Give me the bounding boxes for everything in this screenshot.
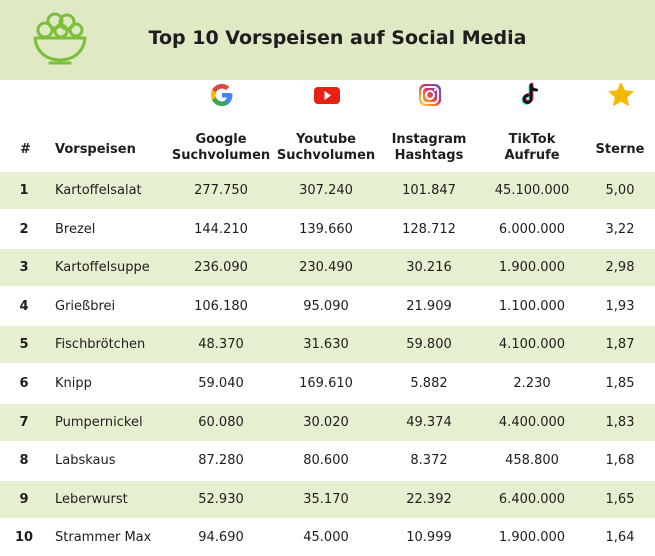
- cell-instagram: 22.392: [406, 491, 452, 507]
- page-title: Top 10 Vorspeisen auf Social Media: [148, 27, 527, 49]
- cell-name: Pumpernickel: [55, 414, 143, 430]
- cell-stars: 1,83: [605, 414, 635, 430]
- column-header-name: Vorspeisen: [55, 142, 136, 157]
- cell-instagram: 128.712: [402, 221, 456, 237]
- cell-tiktok: 4.100.000: [498, 337, 566, 353]
- cell-rank: 3: [19, 260, 29, 276]
- cell-stars: 2,98: [605, 260, 635, 276]
- cell-youtube: 169.610: [299, 376, 353, 391]
- cell-name: Kartoffelsuppe: [55, 260, 150, 276]
- cell-name: Grießbrei: [55, 298, 116, 314]
- cell-tiktok: 1.900.000: [498, 530, 566, 546]
- cell-youtube: 230.490: [299, 260, 353, 276]
- instagram-icon: [419, 84, 441, 106]
- cell-stars: 5,00: [605, 183, 635, 198]
- cell-stars: 1,68: [605, 453, 635, 469]
- cell-tiktok: 4.400.000: [498, 414, 566, 430]
- column-header-rank: #: [20, 142, 31, 157]
- cell-name: Knipp: [55, 376, 92, 391]
- title-banner: Top 10 Vorspeisen auf Social Media: [0, 0, 655, 80]
- table-row: 9 Leberwurst 52.930 35.170 22.392 6.400.000 1,…: [0, 480, 655, 518]
- cell-youtube: 95.090: [303, 298, 349, 314]
- column-header-tiktok: TikTok Aufrufe: [504, 132, 560, 163]
- tiktok-icon: [521, 82, 538, 105]
- table-row: 2 Brezel 144.210 139.660 128.712 6.000.000 3,2…: [0, 211, 655, 248]
- cell-rank: 7: [19, 414, 29, 430]
- cell-instagram: 30.216: [406, 260, 452, 276]
- cell-rank: 5: [19, 337, 29, 353]
- cell-tiktok: 458.800: [505, 453, 559, 469]
- cell-google: 87.280: [198, 453, 244, 469]
- cell-rank: 9: [19, 491, 29, 507]
- cell-stars: 1,64: [605, 530, 635, 546]
- cell-google: 94.690: [198, 530, 244, 546]
- cell-instagram: 49.374: [406, 414, 452, 430]
- cell-instagram: 8.372: [410, 453, 448, 469]
- column-header-stars: Sterne: [595, 142, 645, 157]
- table-row: 8 Labskaus 87.280 80.600 8.372 458.800 1,68: [0, 442, 655, 479]
- column-header-instagram: Instagram Hashtags: [391, 132, 467, 163]
- cell-google: 236.090: [194, 260, 248, 276]
- cell-youtube: 139.660: [299, 221, 353, 237]
- cell-name: Brezel: [55, 221, 96, 237]
- column-header-youtube: Youtube Suchvolumen: [276, 132, 376, 163]
- table-row: 1 Kartoffelsalat 277.750 307.240 101.847 45.1…: [0, 172, 655, 209]
- table-row: 4 Grießbrei 106.180 95.090 21.909 1.100.000 1,…: [0, 288, 655, 325]
- cell-tiktok: 6.000.000: [498, 221, 566, 237]
- cell-tiktok: 2.230: [513, 376, 551, 391]
- cell-rank: 2: [19, 221, 29, 237]
- cell-youtube: 31.630: [303, 337, 349, 353]
- table-row: 10 Strammer Max 94.690 45.000 10.999 1.900.00…: [0, 519, 655, 556]
- cell-stars: 1,87: [605, 337, 635, 353]
- cell-instagram: 5.882: [410, 376, 448, 391]
- table-row: 7 Pumpernickel 60.080 30.020 49.374 4.400.000…: [0, 403, 655, 441]
- cell-name: Labskaus: [55, 453, 116, 469]
- cell-rank: 8: [19, 453, 29, 469]
- cell-tiktok: 1.900.000: [498, 260, 566, 276]
- cell-stars: 3,22: [605, 221, 635, 237]
- cell-name: Kartoffelsalat: [55, 183, 142, 198]
- cell-rank: 1: [19, 183, 29, 198]
- cell-google: 59.040: [198, 376, 244, 391]
- cell-youtube: 35.170: [303, 491, 349, 507]
- cell-youtube: 307.240: [299, 183, 353, 198]
- salad-bowl-icon: [33, 12, 87, 65]
- google-icon: [211, 84, 233, 106]
- cell-youtube: 80.600: [303, 453, 349, 469]
- cell-instagram: 59.800: [406, 337, 452, 353]
- cell-youtube: 45.000: [303, 530, 349, 546]
- cell-name: Leberwurst: [55, 491, 128, 507]
- cell-instagram: 10.999: [406, 530, 452, 546]
- cell-tiktok: 1.100.000: [498, 298, 566, 314]
- cell-instagram: 101.847: [402, 183, 456, 198]
- table-row: 3 Kartoffelsuppe 236.090 230.490 30.216 1.900…: [0, 249, 655, 287]
- cell-google: 60.080: [198, 414, 244, 430]
- star-icon: [608, 82, 634, 106]
- cell-tiktok: 6.400.000: [498, 491, 566, 507]
- cell-stars: 1,85: [605, 376, 635, 391]
- table-row: 6 Knipp 59.040 169.610 5.882 2.230 1,85: [0, 365, 655, 402]
- youtube-icon: [314, 87, 340, 104]
- table-row: 5 Fischbrötchen 48.370 31.630 59.800 4.100.00…: [0, 326, 655, 364]
- cell-google: 277.750: [194, 183, 248, 198]
- cell-youtube: 30.020: [303, 414, 349, 430]
- cell-name: Fischbrötchen: [55, 337, 146, 353]
- cell-google: 106.180: [194, 298, 248, 314]
- cell-google: 48.370: [198, 337, 244, 353]
- cell-tiktok: 45.100.000: [494, 183, 570, 198]
- cell-google: 144.210: [194, 221, 248, 237]
- cell-stars: 1,65: [605, 491, 635, 507]
- cell-rank: 4: [19, 298, 29, 314]
- cell-rank: 10: [14, 530, 34, 546]
- cell-instagram: 21.909: [406, 298, 452, 314]
- cell-stars: 1,93: [605, 298, 635, 314]
- column-header-google: Google Suchvolumen: [171, 132, 271, 163]
- cell-name: Strammer Max: [55, 530, 152, 546]
- cell-google: 52.930: [198, 491, 244, 507]
- cell-rank: 6: [19, 376, 29, 391]
